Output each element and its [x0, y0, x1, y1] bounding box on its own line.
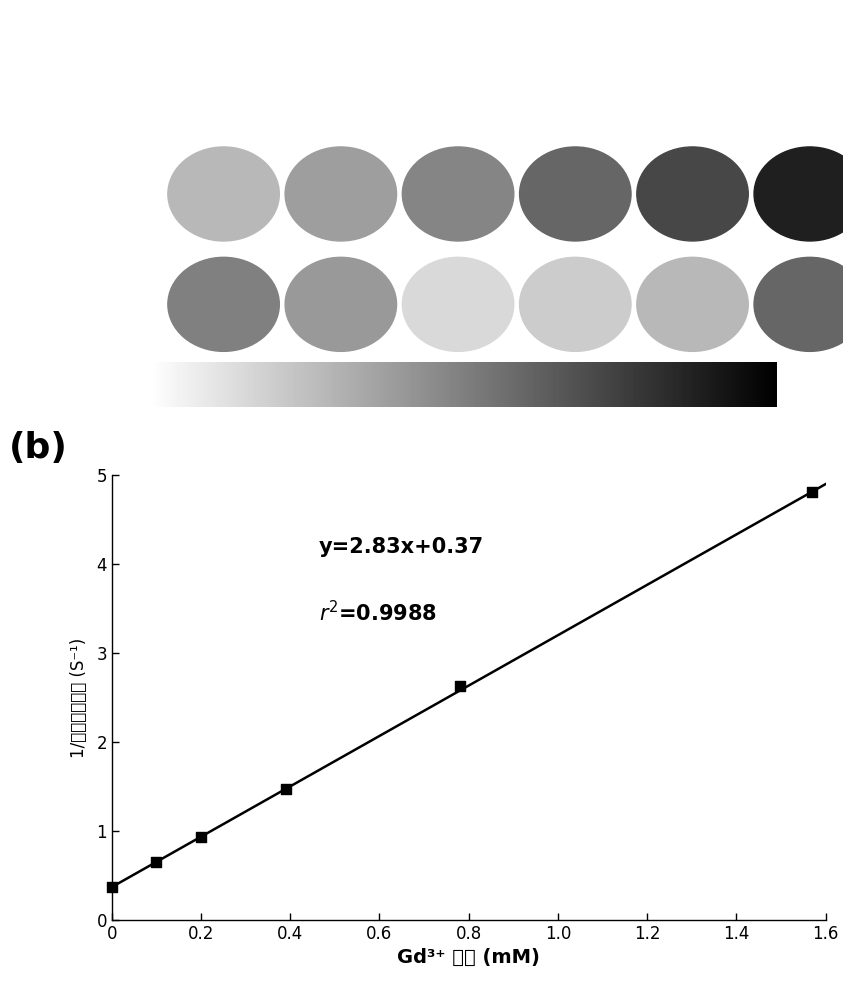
Ellipse shape — [754, 257, 860, 351]
Ellipse shape — [402, 257, 513, 351]
Ellipse shape — [636, 257, 748, 351]
Point — [453, 678, 467, 694]
Ellipse shape — [519, 147, 631, 241]
Point — [279, 781, 292, 797]
Point — [194, 829, 208, 845]
Text: High: High — [50, 366, 115, 390]
Text: (a): (a) — [42, 30, 100, 64]
Text: 0.78: 0.78 — [321, 111, 361, 129]
Ellipse shape — [519, 257, 631, 351]
Text: $r^{2}$=0.9988: $r^{2}$=0.9988 — [319, 600, 437, 625]
Ellipse shape — [168, 147, 280, 241]
Text: y=2.83x+0.37: y=2.83x+0.37 — [319, 537, 484, 557]
Point — [150, 854, 163, 870]
Text: Low: Low — [762, 366, 818, 390]
Y-axis label: 1/纵向弛豫时间 (S⁻¹): 1/纵向弛豫时间 (S⁻¹) — [70, 637, 88, 758]
X-axis label: Gd³⁺ 浓度 (mM): Gd³⁺ 浓度 (mM) — [397, 948, 540, 967]
Ellipse shape — [754, 147, 860, 241]
Ellipse shape — [636, 147, 748, 241]
Text: 0: 0 — [804, 111, 815, 129]
Ellipse shape — [286, 257, 396, 351]
Text: (b): (b) — [9, 431, 67, 465]
Ellipse shape — [402, 147, 513, 241]
Text: 0.20: 0.20 — [556, 111, 595, 129]
Ellipse shape — [286, 147, 396, 241]
Point — [105, 879, 119, 895]
Text: Gd (mM): Gd (mM) — [42, 111, 120, 129]
Text: 0.10: 0.10 — [673, 111, 712, 129]
Text: 0.39: 0.39 — [438, 111, 478, 129]
Text: 1.57: 1.57 — [204, 111, 243, 129]
Ellipse shape — [168, 257, 280, 351]
Point — [805, 484, 819, 500]
